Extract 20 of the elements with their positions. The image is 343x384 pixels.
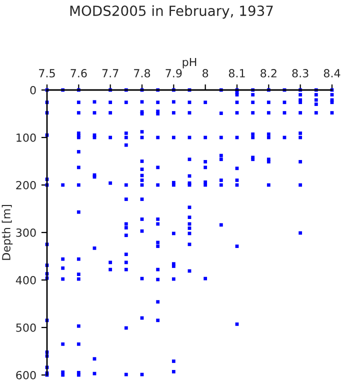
x-tick-label: 8.2: [260, 69, 276, 78]
y-axis-title: Depth [m]: [2, 205, 13, 260]
x-tick-label: 8.3: [292, 69, 308, 78]
y-tick-label: 200: [16, 180, 36, 190]
x-tick-label: 8.4: [324, 69, 340, 78]
x-axis-title: pH: [182, 58, 196, 68]
y-tick-label: 100: [16, 133, 36, 142]
chart-title: MODS2005 in February, 1937: [70, 5, 273, 19]
y-tick-label: 300: [16, 228, 36, 237]
x-tick-label: 7.7: [102, 69, 118, 78]
y-tick-label: 400: [16, 276, 36, 284]
x-tick-label: 8.1: [228, 69, 245, 78]
y-tick-label: 600: [16, 370, 36, 380]
x-tick-label: 7.9: [166, 69, 182, 78]
y-tick-label: 500: [16, 323, 36, 332]
y-tick-label: 0: [30, 86, 36, 94]
x-tick-label: 7.8: [134, 69, 150, 78]
x-tick-label: 8: [202, 69, 208, 78]
x-tick-label: 7.6: [70, 69, 87, 78]
x-tick-label: 7.5: [39, 69, 55, 78]
